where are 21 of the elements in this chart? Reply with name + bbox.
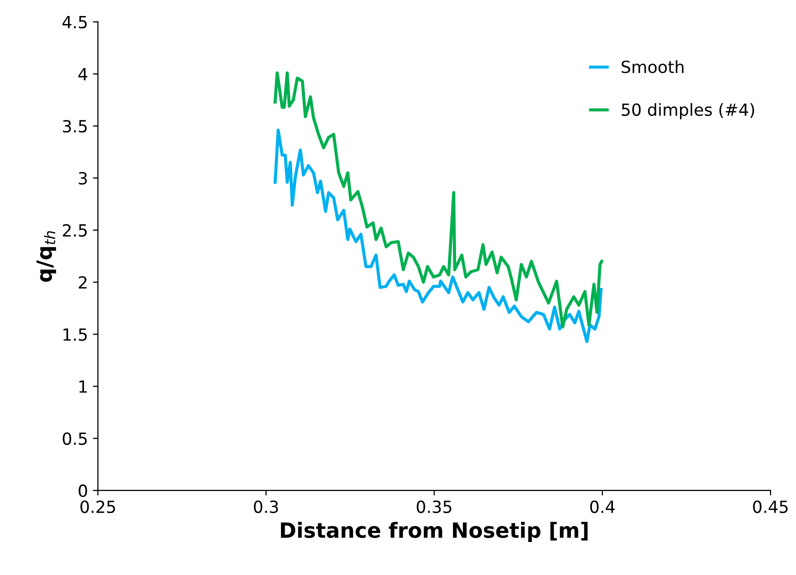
y-tick-label: 4.5 <box>62 16 87 28</box>
legend-label: 50 dimples (#4) <box>622 103 754 120</box>
y-tick-label: 3.5 <box>62 120 87 133</box>
line-series <box>274 71 604 329</box>
y-tick-label: 0 <box>78 484 88 498</box>
y-tick-label: 2.5 <box>62 224 87 237</box>
x-axis-title: Distance from Nosetip [m] <box>280 522 588 542</box>
y-tick-label: 2 <box>78 276 87 289</box>
x-tick-label: 0.3 <box>254 500 278 514</box>
x-tick-label: 0.4 <box>590 500 615 514</box>
x-tick-label: 0.35 <box>416 500 452 514</box>
line-series <box>274 128 603 344</box>
y-tick-label: 4 <box>78 68 88 80</box>
y-axis-title: q/q$_{th}$ <box>36 231 56 282</box>
y-tick-label: 1 <box>79 380 87 393</box>
x-tick-label: 0.25 <box>80 500 116 514</box>
y-tick-label: 3 <box>78 172 87 185</box>
legend-label: Smooth <box>622 60 684 74</box>
y-tick-label: 0.5 <box>62 432 87 445</box>
x-tick-label: 0.45 <box>753 500 788 514</box>
y-tick-label: 1.5 <box>64 328 87 341</box>
